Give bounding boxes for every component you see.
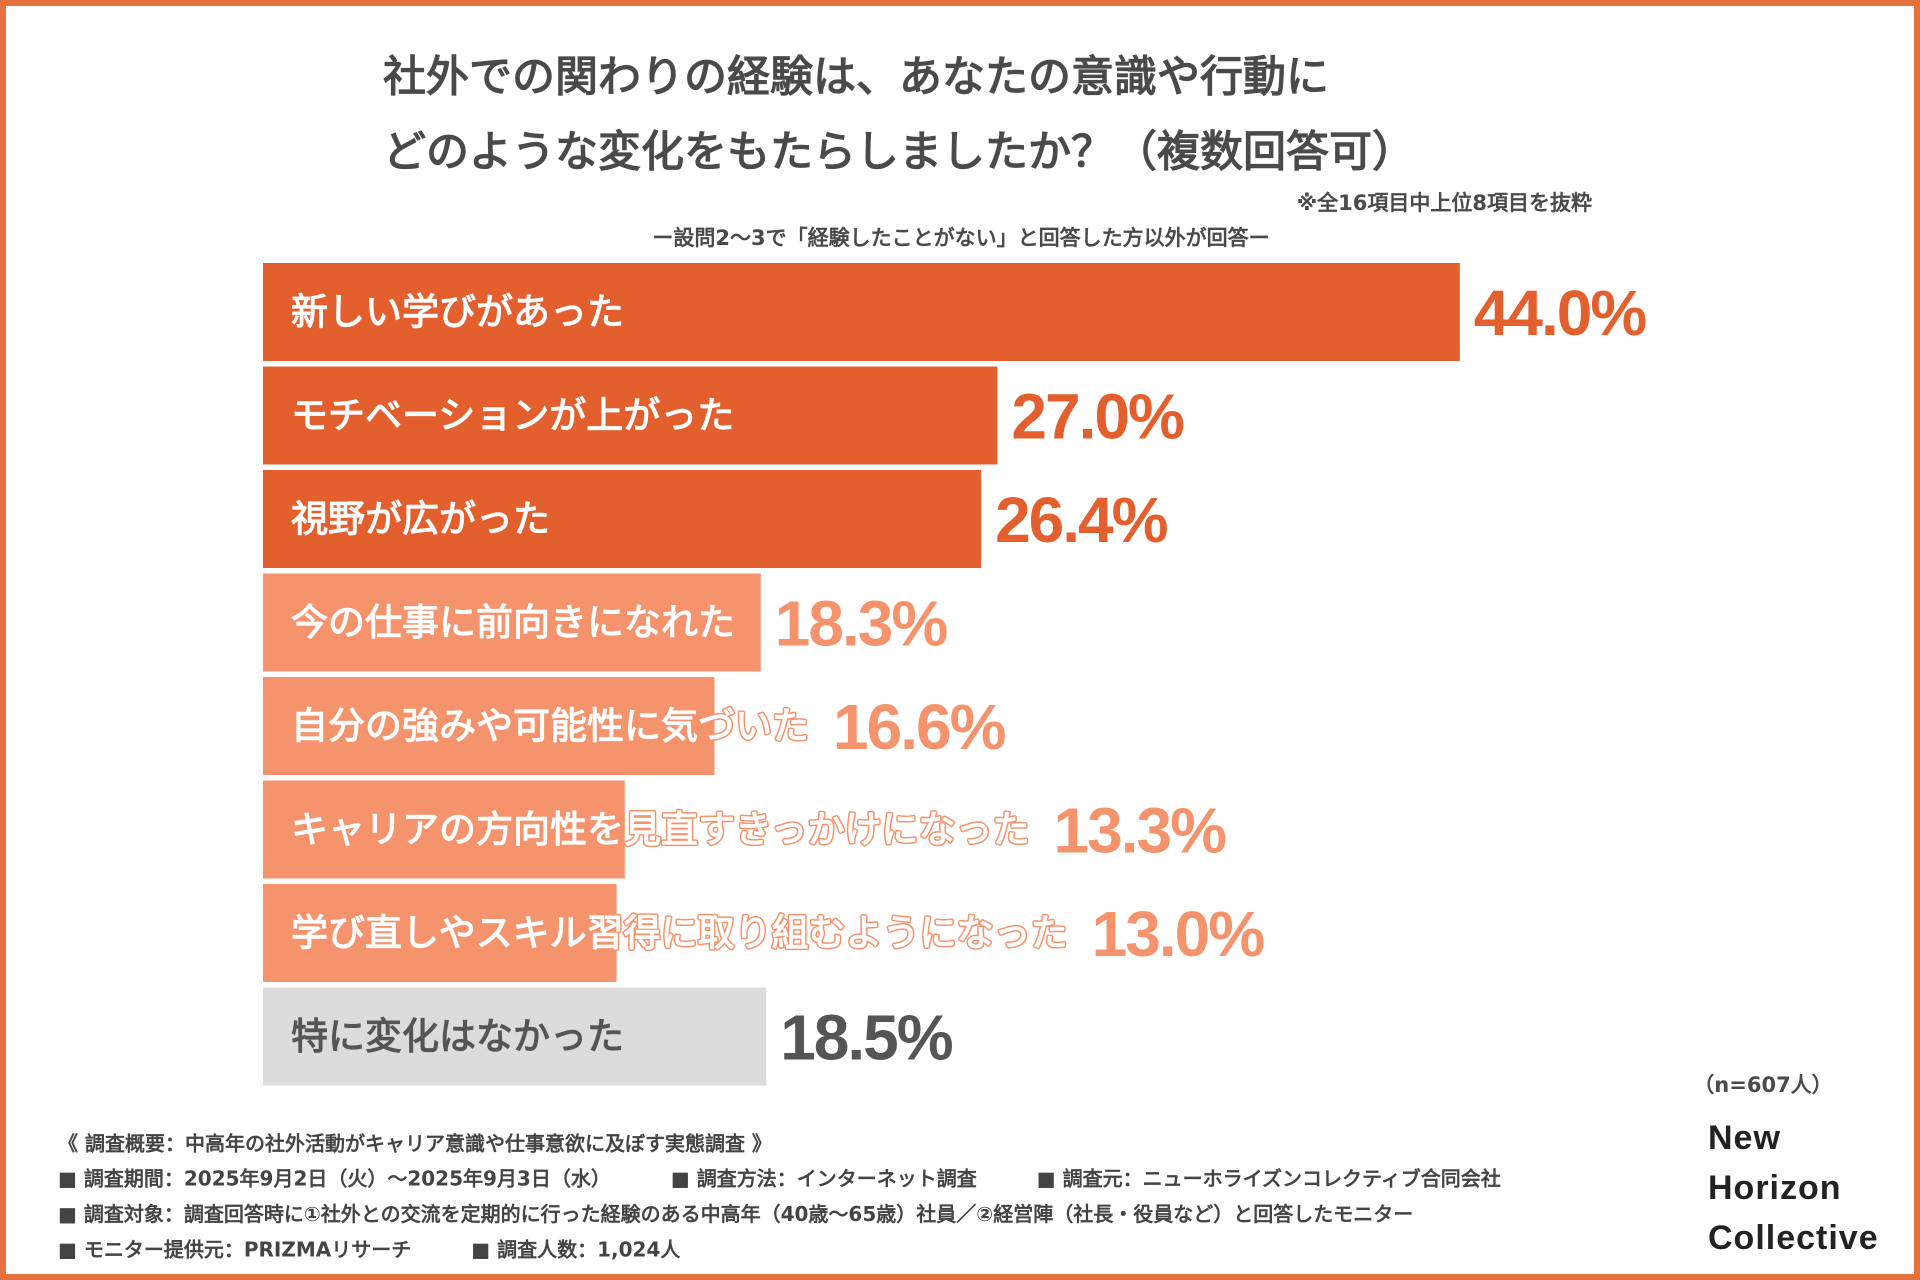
value-label: 26.4% (995, 484, 1168, 556)
chart-title: 社外での関わりの経験は、あなたの意識や行動に (383, 53, 1329, 103)
bar (263, 366, 998, 465)
bar (263, 263, 1460, 361)
bar (263, 780, 625, 879)
logo: Collective (1708, 1219, 1879, 1257)
value-label: 27.0% (1011, 380, 1184, 452)
sample-size: （n=607人） (1693, 1073, 1832, 1097)
footer-item: ■ 調査期間：2025年9月2日（火）〜2025年9月3日（水） (58, 1167, 611, 1191)
value-label: 18.5% (780, 1001, 953, 1073)
footer-title: 《 調査概要：中高年の社外活動がキャリア意識や仕事意欲に及ぼす実態調査 》 (58, 1132, 772, 1156)
footer-item: ■ 調査元：ニューホライズンコレクティブ合同会社 (1037, 1167, 1501, 1191)
value-label: 13.3% (1054, 794, 1227, 866)
chart-title: どのような変化をもたらしましたか？（複数回答可） (383, 128, 1415, 178)
value-label: 18.3% (775, 587, 948, 659)
subtitle: ー設問2〜3で「経験したことがない」と回答した方以外が回答ー (652, 226, 1269, 250)
bar (263, 677, 715, 775)
bar (263, 884, 617, 982)
category-label: 特に変化はなかった (291, 1015, 624, 1058)
footer-item: ■ 調査方法：インターネット調査 (671, 1167, 977, 1191)
note: ※全16項目中上位8項目を抜粋 (1297, 191, 1592, 215)
category-label: 学び直しやスキル習得に取り組むようになった (291, 912, 1068, 955)
value-label: 13.0% (1092, 898, 1265, 970)
category-label: 自分の強みや可能性に気づいた (291, 705, 809, 748)
category-label: 新しい学びがあった (291, 291, 624, 334)
logo: New (1708, 1119, 1781, 1157)
category-label: モチベーションが上がった (291, 394, 734, 437)
value-label: 16.6% (833, 691, 1006, 763)
bar (263, 573, 761, 672)
footer-item: ■ 調査人数：1,024人 (471, 1238, 681, 1262)
category-label: 今の仕事に前向きになれた (291, 601, 735, 644)
footer-item: ■ モニター提供元：PRIZMAリサーチ (58, 1238, 411, 1262)
logo: Horizon (1708, 1169, 1842, 1207)
value-label: 44.0% (1474, 277, 1647, 349)
footer-item: ■ 調査対象：調査回答時に①社外との交流を定期的に行った経験のある中高年（40歳… (58, 1202, 1413, 1226)
bar (263, 987, 767, 1086)
category-label: 視野が広がった (291, 498, 550, 541)
category-label: キャリアの方向性を見直すきっかけになった (291, 808, 1030, 851)
bar (263, 470, 982, 568)
